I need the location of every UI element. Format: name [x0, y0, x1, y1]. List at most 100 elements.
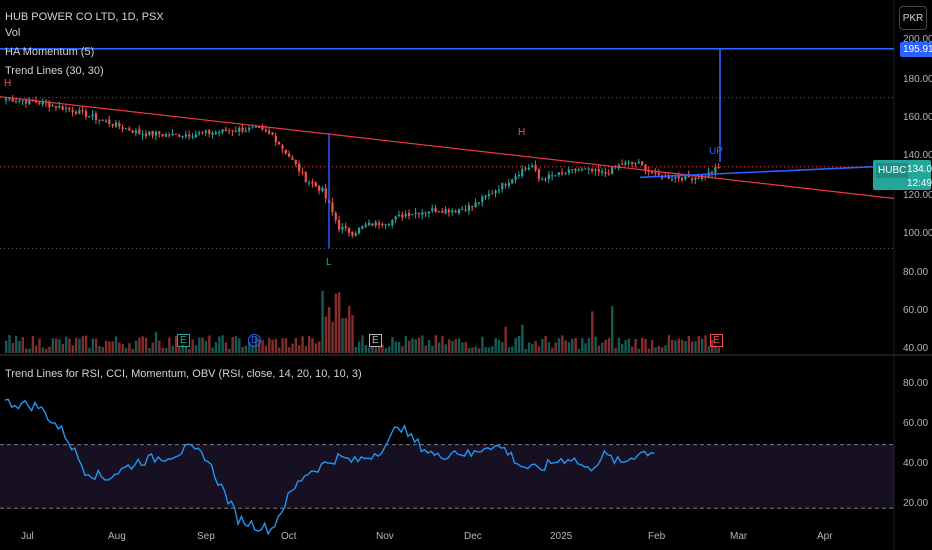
candle-body	[447, 209, 451, 213]
volume-bar	[301, 336, 304, 353]
volume-bar	[284, 338, 288, 353]
candle-body	[514, 176, 517, 180]
volume-bar	[581, 338, 584, 353]
volume-bar	[637, 348, 641, 353]
volume-bar	[504, 326, 507, 353]
volume-bar	[354, 346, 358, 353]
candle-body	[684, 174, 687, 179]
candle-body	[298, 163, 301, 172]
candle-body	[414, 212, 417, 214]
candle-body	[281, 145, 284, 149]
candle-body	[387, 224, 391, 226]
bar-countdown: 12:49	[907, 178, 932, 189]
volume-bar	[501, 342, 504, 353]
volume-bar	[124, 347, 128, 353]
volume-bar	[221, 335, 224, 353]
candle-body	[164, 134, 168, 137]
candle-body	[710, 171, 714, 173]
volume-bar	[454, 339, 457, 353]
volume-bar	[71, 345, 74, 353]
volume-bar	[84, 335, 88, 353]
osc-tick: 40.00	[903, 458, 929, 469]
candle-body	[208, 130, 211, 134]
indicator-ha-momentum[interactable]: HA Momentum (5)	[5, 46, 95, 58]
volume-bar	[441, 335, 444, 353]
volume-bar	[694, 341, 697, 353]
volume-bar	[651, 340, 654, 353]
volume-bar	[251, 345, 254, 353]
candle-body	[694, 177, 697, 180]
symbol-name: HUBC	[876, 163, 909, 178]
candle-body	[91, 114, 94, 117]
candle-body	[5, 98, 8, 101]
candle-body	[248, 127, 251, 130]
candle-body	[81, 110, 84, 112]
candle-body	[198, 132, 201, 134]
volume-bar	[444, 344, 447, 353]
dividend-badge[interactable]: D	[248, 334, 262, 347]
candle-body	[437, 211, 441, 213]
candle-body	[617, 164, 620, 169]
volume-bar	[497, 339, 501, 353]
volume-bar	[381, 344, 384, 353]
candle-body	[411, 214, 414, 216]
candle-body	[461, 208, 464, 210]
candle-body	[178, 134, 181, 137]
volume-bar	[154, 331, 158, 353]
volume-bar	[537, 346, 541, 353]
volume-bar	[138, 337, 141, 353]
candle-body	[338, 219, 341, 230]
earnings-badge[interactable]: E	[369, 334, 382, 347]
volume-bar	[424, 345, 427, 353]
volume-bar	[158, 340, 161, 353]
volume-bar	[118, 342, 121, 353]
candle-body	[161, 134, 164, 137]
candle-body	[581, 168, 584, 171]
candle-body	[481, 196, 484, 203]
candle-body	[321, 187, 324, 192]
time-tick: Aug	[108, 531, 126, 542]
candle-body	[644, 164, 647, 172]
candle-body	[174, 133, 178, 135]
resistance-trendline	[0, 96, 895, 200]
candle-body	[214, 132, 217, 134]
volume-bar	[471, 347, 474, 353]
candle-body	[524, 168, 527, 170]
candle-body	[181, 136, 184, 138]
volume-bar	[481, 336, 484, 353]
candle-body	[504, 184, 507, 186]
volume-bar	[264, 345, 268, 353]
volume-bar	[241, 346, 244, 353]
oscillator-title[interactable]: Trend Lines for RSI, CCI, Momentum, OBV …	[5, 368, 362, 380]
earnings-badge[interactable]: E	[177, 334, 190, 347]
volume-bar	[364, 345, 368, 353]
volume-bar	[31, 335, 35, 353]
candle-body	[134, 130, 138, 134]
candle-body	[18, 100, 21, 102]
candle-body	[58, 106, 61, 108]
volume-bar	[574, 337, 577, 353]
volume-bar	[534, 340, 537, 353]
volume-bar	[474, 346, 477, 353]
volume-bar	[647, 348, 651, 353]
candle-body	[284, 149, 287, 154]
indicator-trend-lines[interactable]: Trend Lines (30, 30)	[5, 65, 104, 77]
candle-body	[301, 171, 304, 173]
candle-body	[184, 134, 188, 137]
volume-bar	[374, 347, 378, 353]
candle-body	[511, 179, 514, 184]
volume-bar	[614, 347, 617, 353]
candle-body	[574, 169, 577, 171]
currency-button[interactable]: PKR	[899, 6, 927, 30]
volume-bar	[627, 338, 631, 353]
candle-body	[527, 167, 531, 170]
volume-bar	[11, 343, 15, 353]
price-tick: 140.00	[903, 150, 932, 161]
volume-bar	[517, 335, 521, 353]
indicator-vol[interactable]: Vol	[5, 27, 21, 39]
volume-bar	[341, 318, 344, 353]
earnings-badge[interactable]: E	[710, 334, 723, 347]
volume-bar	[194, 345, 198, 353]
volume-bar	[611, 306, 614, 353]
